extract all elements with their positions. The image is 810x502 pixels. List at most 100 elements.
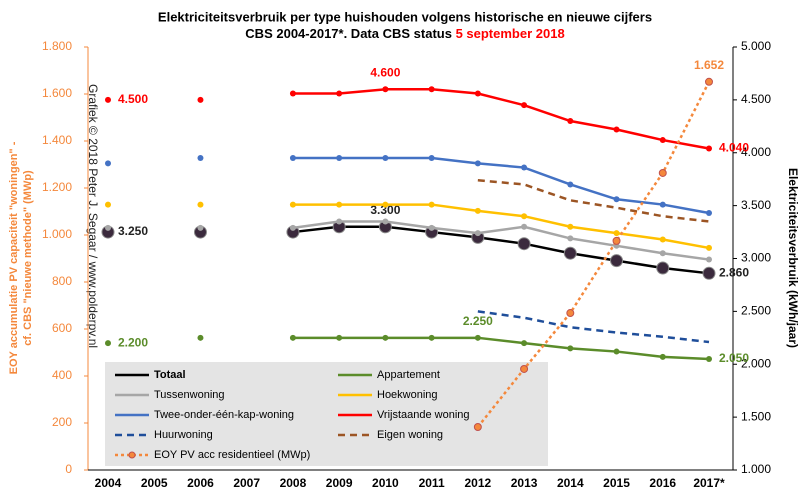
series-line <box>476 81 711 428</box>
y-tick-label: 1.400 <box>42 133 72 147</box>
x-tick-label: 2007 <box>233 476 260 490</box>
data-point <box>705 77 713 86</box>
data-point <box>105 340 111 347</box>
y2-tick-label: 3.000 <box>741 251 771 265</box>
data-point <box>289 90 296 97</box>
x-tick-label: 2006 <box>187 476 214 490</box>
chart-title: Elektriciteitsverbruik per type huishoud… <box>158 9 652 24</box>
data-label: 3.250 <box>118 224 148 238</box>
data-point <box>567 181 574 188</box>
data-point <box>521 164 528 171</box>
y-tick-label: 1.200 <box>42 180 72 194</box>
data-point <box>428 155 435 162</box>
x-tick-label: 2009 <box>326 476 353 490</box>
watermark: Grafiek © 2018 Peter J. Segaar / www.pol… <box>86 84 100 348</box>
y2-tick-label: 4.500 <box>741 92 771 106</box>
data-point <box>197 201 204 208</box>
y2-tick-label: 2.500 <box>741 304 771 318</box>
data-point <box>289 155 296 162</box>
data-label: 3.300 <box>370 203 400 217</box>
y2-tick-label: 4.000 <box>741 145 771 159</box>
data-point <box>197 334 204 341</box>
data-point <box>659 137 666 144</box>
data-point <box>659 353 666 360</box>
x-tick-label: 2014 <box>557 476 584 490</box>
data-point <box>105 96 111 103</box>
data-point <box>197 155 204 162</box>
legend-label: Twee-onder-één-kap-woning <box>154 409 294 421</box>
x-tick-label: 2013 <box>511 476 538 490</box>
data-point <box>289 224 296 231</box>
data-point <box>105 160 111 167</box>
series-line <box>292 336 710 361</box>
data-point <box>428 334 435 341</box>
data-point <box>613 348 620 355</box>
series-line <box>292 220 710 261</box>
data-point <box>336 90 343 97</box>
data-point <box>289 334 296 341</box>
data-label: 4.040 <box>719 141 749 155</box>
data-point <box>566 309 575 318</box>
data-point <box>567 118 574 125</box>
data-point <box>428 224 435 231</box>
series-line <box>292 203 710 250</box>
y2-tick-label: 2.000 <box>741 356 771 370</box>
legend-label: Tussenwoning <box>154 389 225 401</box>
data-point <box>659 201 666 208</box>
data-point <box>567 235 574 242</box>
data-point <box>521 102 528 109</box>
legend-label: Vrijstaande woning <box>377 409 470 421</box>
subtitle-date: 5 september 2018 <box>456 26 565 41</box>
data-label: 2.050 <box>719 351 749 365</box>
data-point <box>613 126 620 133</box>
legend-label: Huurwoning <box>154 429 213 441</box>
data-point <box>706 355 712 362</box>
y-axis-label: EOY accumulatie PV capaciteit "woningen"… <box>8 141 20 374</box>
data-point <box>105 201 111 208</box>
data-point <box>702 266 716 280</box>
data-label: 4.600 <box>370 65 400 79</box>
y-tick-label: 200 <box>52 415 72 429</box>
data-point <box>382 201 389 208</box>
y-tick-label: 1.800 <box>42 39 72 53</box>
y2-axis-label: Elektriciteitsverbruik (kWh/jaar) <box>786 168 800 348</box>
x-tick-label: 2005 <box>141 476 168 490</box>
data-point <box>474 207 481 214</box>
data-point <box>521 223 528 230</box>
data-label: 1.652 <box>694 58 724 72</box>
data-point <box>105 224 111 231</box>
y2-tick-label: 1.500 <box>741 409 771 423</box>
data-point <box>474 90 481 97</box>
data-point <box>658 168 667 177</box>
x-tick-label: 2011 <box>419 476 445 490</box>
subtitle-text: CBS 2004-2017*. Data CBS status <box>245 26 455 41</box>
data-label: 4.500 <box>118 92 148 106</box>
x-tick-label: 2012 <box>464 476 491 490</box>
x-tick-label: 2017* <box>693 476 725 490</box>
x-tick-label: 2008 <box>280 476 307 490</box>
legend-label: Hoekwoning <box>377 389 438 401</box>
data-point <box>613 230 620 237</box>
data-label: 2.860 <box>719 265 749 279</box>
y-tick-label: 0 <box>65 462 72 476</box>
data-point <box>563 246 577 260</box>
legend-label: Eigen woning <box>377 429 443 441</box>
series-line <box>292 88 710 150</box>
data-point <box>336 201 343 208</box>
data-point <box>336 218 343 225</box>
y-tick-label: 400 <box>52 368 72 382</box>
data-point <box>197 224 204 231</box>
chart-subtitle: CBS 2004-2017*. Data CBS status 5 septem… <box>245 26 564 41</box>
data-point <box>428 201 435 208</box>
y-tick-label: 600 <box>52 321 72 335</box>
legend-label: EOY PV acc residentieel (MWp) <box>154 449 310 461</box>
data-point <box>520 364 529 373</box>
data-point <box>567 345 574 352</box>
data-point <box>659 236 666 243</box>
data-point <box>656 261 670 275</box>
data-point <box>428 86 435 93</box>
data-point <box>474 230 481 237</box>
data-point <box>517 237 531 251</box>
series-line <box>477 310 710 344</box>
